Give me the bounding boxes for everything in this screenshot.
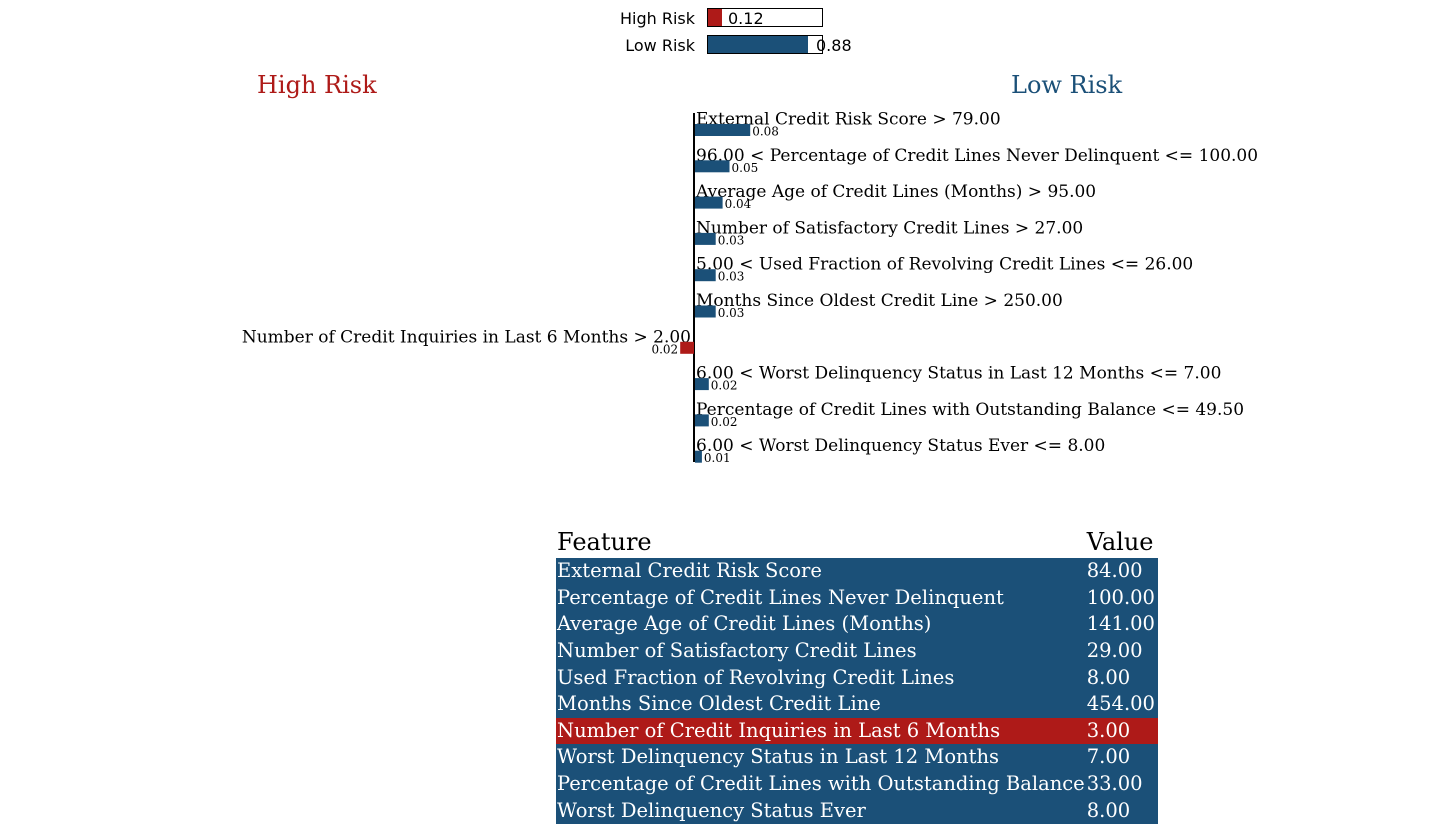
table-row: Worst Delinquency Status Ever 8.00 [556,797,1158,824]
feature-condition-label: 6.00 < Worst Delinquency Status in Last … [696,364,1221,384]
feature-value-cell: 29.00 [1085,637,1158,665]
high-risk-prob-value: 0.12 [728,9,764,28]
feature-value-cell: 7.00 [1085,744,1158,771]
feature-name-cell: Worst Delinquency Status in Last 12 Mont… [556,744,1086,771]
table-row: Average Age of Credit Lines (Months) 141.… [556,611,1158,638]
contribution-row: Average Age of Credit Lines (Months) > 9… [695,182,1096,211]
feature-condition-label: 96.00 < Percentage of Credit Lines Never… [696,146,1258,166]
contribution-bar [695,269,716,282]
feature-value-table: Feature Value External Credit Risk Score… [556,528,1158,824]
feature-value-cell: 8.00 [1085,664,1158,691]
table-row: Used Fraction of Revolving Credit Lines 8… [556,664,1158,691]
contribution-row: 96.00 < Percentage of Credit Lines Never… [695,146,1258,175]
contribution-value-label: 0.03 [718,306,745,320]
feature-condition-label: Percentage of Credit Lines with Outstand… [696,400,1244,420]
high-risk-prob-label: High Risk [619,9,695,28]
contribution-value-label: 0.01 [704,451,731,465]
contribution-value-label: 0.05 [732,161,759,175]
contribution-bar [695,160,730,173]
contribution-value-label: 0.04 [725,197,752,211]
feature-name-cell: Months Since Oldest Credit Line [556,690,1086,718]
feature-value-cell: 84.00 [1085,558,1158,585]
high-risk-title: High Risk [257,71,377,99]
feature-condition-label: Number of Credit Inquiries in Last 6 Mon… [242,327,691,347]
contribution-bar [695,450,702,463]
contribution-row: 5.00 < Used Fraction of Revolving Credit… [695,255,1193,284]
feature-condition-label: External Credit Risk Score > 79.00 [696,110,1001,130]
table-row: Percentage of Credit Lines with Outstand… [556,770,1158,798]
feature-value-cell: 141.00 [1085,611,1158,638]
contribution-row: Number of Satisfactory Credit Lines > 27… [695,218,1083,247]
contribution-row: Months Since Oldest Credit Line > 250.00… [695,291,1063,320]
feature-name-cell: Percentage of Credit Lines Never Delinqu… [556,584,1086,612]
table-header-feature: Feature [556,528,1086,558]
table-row: External Credit Risk Score 84.00 [556,558,1158,585]
contribution-value-label: 0.02 [711,415,738,429]
low-risk-prob-bar [707,35,823,54]
contribution-bar [695,196,723,209]
contribution-value-label: 0.08 [752,125,779,139]
contribution-bar [695,124,751,136]
low-risk-title: Low Risk [1011,71,1123,99]
feature-condition-label: 5.00 < Used Fraction of Revolving Credit… [696,255,1193,275]
table-row: Number of Satisfactory Credit Lines 29.00 [556,637,1158,665]
contribution-row: 6.00 < Worst Delinquency Status in Last … [695,364,1221,393]
high-risk-prob-fill [708,9,722,26]
low-risk-prob-value: 0.88 [816,36,852,55]
feature-condition-label: 6.00 < Worst Delinquency Status Ever <= … [696,436,1105,456]
feature-name-cell: External Credit Risk Score [556,558,1086,585]
contribution-bar [695,414,709,427]
feature-name-cell: Used Fraction of Revolving Credit Lines [556,664,1086,691]
table-row: Worst Delinquency Status in Last 12 Mont… [556,744,1158,771]
table-header-value: Value [1085,528,1158,558]
contribution-bar [695,305,716,318]
table-row: Number of Credit Inquiries in Last 6 Mon… [556,717,1158,745]
contribution-value-label: 0.03 [718,270,745,284]
feature-condition-label: Number of Satisfactory Credit Lines > 27… [696,218,1083,238]
feature-name-cell: Number of Credit Inquiries in Last 6 Mon… [556,717,1086,745]
contribution-row: Number of Credit Inquiries in Last 6 Mon… [242,327,694,356]
contribution-row: 6.00 < Worst Delinquency Status Ever <= … [695,436,1105,465]
contribution-value-label: 0.02 [711,379,738,393]
contribution-bar [680,341,694,354]
contribution-value-label: 0.02 [651,342,678,356]
feature-value-cell: 100.00 [1085,584,1158,612]
feature-contribution-chart: External Credit Risk Score > 79.000.08 96… [242,110,1258,466]
feature-name-cell: Average Age of Credit Lines (Months) [556,611,1086,638]
feature-condition-label: Average Age of Credit Lines (Months) > 9… [695,182,1096,202]
feature-value-cell: 33.00 [1085,770,1158,798]
low-risk-prob-fill [708,36,809,53]
contribution-value-label: 0.03 [718,233,745,247]
feature-name-cell: Worst Delinquency Status Ever [556,797,1086,824]
feature-name-cell: Number of Satisfactory Credit Lines [556,637,1086,665]
table-row: Months Since Oldest Credit Line 454.00 [556,690,1158,718]
contribution-row: Percentage of Credit Lines with Outstand… [695,400,1244,429]
contribution-row: External Credit Risk Score > 79.000.08 [695,110,1001,139]
contribution-bar [695,232,716,245]
low-risk-prob-label: Low Risk [625,36,695,55]
table-row: Percentage of Credit Lines Never Delinqu… [556,584,1158,612]
table-header-row: Feature Value [556,528,1158,558]
feature-name-cell: Percentage of Credit Lines with Outstand… [556,770,1086,798]
feature-condition-label: Months Since Oldest Credit Line > 250.00 [696,291,1063,311]
feature-value-cell: 454.00 [1085,690,1158,718]
feature-value-cell: 8.00 [1085,797,1158,824]
high-risk-prob-bar [707,8,823,27]
contribution-bar [695,378,709,391]
feature-value-cell: 3.00 [1085,717,1158,745]
